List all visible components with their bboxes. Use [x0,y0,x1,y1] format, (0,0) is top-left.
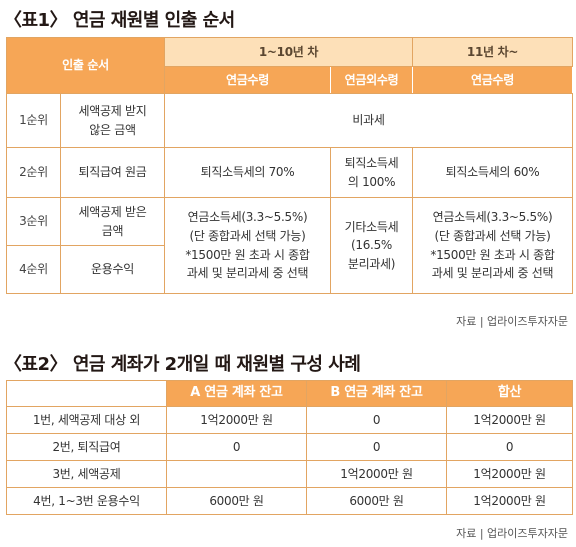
header-pension-receipt: 연금수령 [164,66,331,94]
total-value: 1억2000만 원 [446,460,573,488]
header-pension-receipt-2: 연금수령 [412,66,574,94]
account-b-value: 6000만 원 [306,487,447,515]
withdrawal-order-table: 인출 순서 1~10년 차 11년 차~ 연금수령 연금외수령 연금수령 1순위… [6,37,574,294]
header-withdrawal-order: 인출 순서 [6,37,165,94]
rank-4: 4순위 [6,245,61,294]
rank34-pension-tax: 연금소득세(3.3~5.5%) (단 종합과세 선택 가능) *1500만 원 … [164,197,331,294]
source-3: 세액공제 받은 금액 [60,197,165,246]
account-composition-table: A 연금 계좌 잔고 B 연금 계좌 잔고 합산 1번, 세액공제 대상 외 1… [6,380,573,515]
table1-source: 자료 | 업라이즈투자자문 [456,315,568,328]
header-row-label [6,380,167,407]
rank2-pension-tax-2: 퇴직소득세의 60% [412,147,574,198]
table2-title: 〈표2〉 연금 계좌가 2개일 때 재원별 구성 사례 [4,354,361,375]
header-account-a: A 연금 계좌 잔고 [166,380,307,407]
total-value: 1억2000만 원 [446,487,573,515]
table-row: 1번, 세액공제 대상 외 1억2000만 원 0 1억2000만 원 [6,406,573,434]
rank-1: 1순위 [6,93,61,148]
source-2: 퇴직급여 원금 [60,147,165,198]
table-row: 3번, 세액공제 1억2000만 원 1억2000만 원 [6,460,573,488]
rank34-pension-tax-2: 연금소득세(3.3~5.5%) (단 종합과세 선택 가능) *1500만 원 … [412,197,574,294]
source-4: 운용수익 [60,245,165,294]
header-account-b: B 연금 계좌 잔고 [306,380,447,407]
total-value: 1억2000만 원 [446,406,573,434]
header-non-pension-receipt: 연금외수령 [329,66,414,94]
header-total: 합산 [446,380,573,407]
account-b-value: 0 [306,433,447,461]
rank2-non-pension-tax: 퇴직소득세 의 100% [329,147,414,198]
account-a-value: 0 [166,433,307,461]
total-value: 0 [446,433,573,461]
table-row: 4번, 1~3번 운용수익 6000만 원 6000만 원 1억2000만 원 [6,487,573,515]
account-b-value: 1억2000만 원 [306,460,447,488]
account-a-value: 6000만 원 [166,487,307,515]
row-label: 3번, 세액공제 [6,460,167,488]
rank-3: 3순위 [6,197,61,246]
rank2-pension-tax: 퇴직소득세의 70% [164,147,331,198]
header-period-1-10: 1~10년 차 [163,37,414,67]
header-period-11-plus: 11년 차~ [412,37,574,67]
tax-free-cell: 비과세 [163,93,574,148]
source-1: 세액공제 받지 않은 금액 [60,93,165,148]
row-label: 2번, 퇴직급여 [6,433,167,461]
rank-2: 2순위 [6,147,61,198]
table2-source: 자료 | 업라이즈투자자문 [456,527,568,540]
table1-title: 〈표1〉 연금 재원별 인출 순서 [4,10,235,31]
row-label: 4번, 1~3번 운용수익 [6,487,167,515]
account-a-value [166,460,307,488]
account-a-value: 1억2000만 원 [166,406,307,434]
account-b-value: 0 [306,406,447,434]
rank34-non-pension-tax: 기타소득세 (16.5% 분리과세) [329,197,414,294]
table-row: 2번, 퇴직급여 0 0 0 [6,433,573,461]
row-label: 1번, 세액공제 대상 외 [6,406,167,434]
